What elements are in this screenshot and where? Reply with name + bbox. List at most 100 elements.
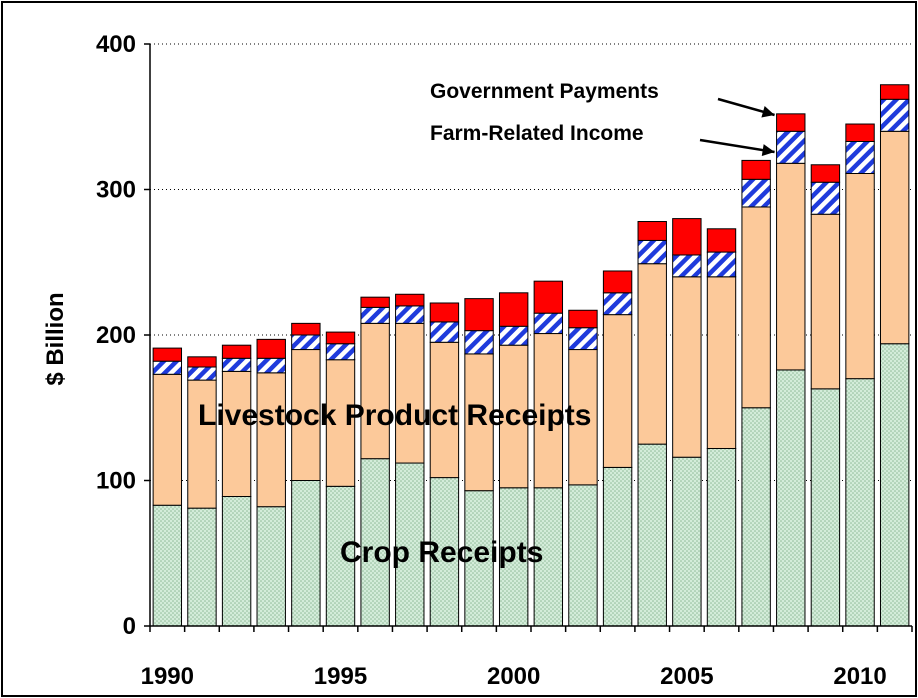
- gridlines: [150, 43, 912, 481]
- bar-segment-livestock-1997: [395, 322, 425, 464]
- bar-segment-government-1995: [325, 331, 356, 345]
- bar-segment-farm-related-2001: [533, 312, 564, 335]
- bar-segment-livestock-1991: [187, 379, 217, 509]
- bar-segment-farm-related-2004: [637, 239, 667, 265]
- bar-segment-crop-2003: [602, 466, 633, 627]
- bar-segment-livestock-2000: [498, 344, 529, 489]
- bar-segment-government-1999: [464, 298, 494, 332]
- bar-segment-government-1990: [152, 347, 183, 362]
- bar-segment-farm-related-2010: [845, 140, 875, 174]
- bar-segment-farm-related-1990: [152, 360, 183, 375]
- bar-segment-crop-1991: [187, 507, 217, 627]
- bar-segment-government-2003: [602, 270, 633, 294]
- bar-segment-farm-related-2003: [602, 292, 633, 316]
- bar-segment-livestock-1998: [429, 341, 460, 479]
- bar-segment-crop-1994: [291, 480, 321, 627]
- bar-segment-government-1998: [429, 302, 460, 323]
- axes: [144, 43, 913, 632]
- y-tick-label: 400: [96, 31, 136, 58]
- annotation-government-payments: Government Payments: [430, 80, 659, 103]
- y-tick-label: 100: [96, 468, 136, 495]
- bar-segment-farm-related-2002: [568, 327, 598, 351]
- bar-segment-farm-related-1995: [325, 343, 356, 361]
- bar-segment-livestock-1993: [256, 372, 286, 508]
- bar-segment-farm-related-1998: [429, 321, 460, 343]
- bar-segment-government-1994: [291, 322, 321, 336]
- bar-segment-crop-2002: [568, 484, 598, 627]
- bar-segment-crop-2005: [672, 456, 702, 627]
- bar-segment-livestock-1992: [221, 370, 252, 498]
- bar-segment-crop-2001: [533, 487, 564, 627]
- bar-segment-government-2007: [741, 159, 771, 180]
- bar-segment-government-1991: [187, 356, 217, 368]
- bar-segment-livestock-1990: [152, 373, 183, 506]
- bar-segment-government-2001: [533, 280, 564, 314]
- bar-segment-livestock-1999: [464, 353, 494, 492]
- bar-segment-government-2002: [568, 309, 598, 329]
- bar-segment-livestock-2001: [533, 333, 564, 489]
- x-tick-label: 2010: [833, 663, 886, 690]
- y-tick-label: 200: [96, 322, 136, 349]
- bar-segment-livestock-2008: [776, 162, 806, 371]
- bar-segment-farm-related-1999: [464, 330, 494, 355]
- x-tick-label: 2005: [660, 663, 713, 690]
- bar-segment-farm-related-2000: [498, 325, 529, 346]
- bar-segment-government-1992: [221, 344, 252, 359]
- bar-segment-livestock-2009: [810, 213, 841, 390]
- bar-segment-livestock-1995: [325, 359, 356, 487]
- bar-segment-farm-related-2006: [706, 251, 737, 278]
- bar-segment-crop-2009: [810, 388, 841, 627]
- y-axis-label: $ Billion: [42, 292, 69, 385]
- bar-segment-government-2008: [776, 113, 806, 132]
- bar-segment-farm-related-1997: [395, 305, 425, 324]
- bar-segment-livestock-2003: [602, 314, 633, 468]
- bar-segment-crop-1999: [464, 490, 494, 627]
- bar-segment-government-2000: [498, 292, 529, 327]
- bar-segment-farm-related-1993: [256, 357, 286, 374]
- bar-segment-government-1997: [395, 293, 425, 307]
- arrow-government-payments: [717, 97, 775, 118]
- bar-segment-crop-1998: [429, 477, 460, 627]
- bar-segment-livestock-2007: [741, 206, 771, 409]
- annotation-farm-related-income: Farm-Related Income: [430, 122, 644, 145]
- arrow-farm-related-income: [699, 138, 775, 157]
- annotation-livestock: Livestock Product Receipts: [198, 399, 591, 432]
- bar-segment-crop-1990: [152, 504, 183, 627]
- bar-segment-crop-2011: [879, 343, 910, 627]
- bars-group: [152, 84, 910, 627]
- bar-segment-livestock-1996: [360, 322, 390, 460]
- bar-segment-farm-related-1994: [291, 334, 321, 351]
- bar-segment-livestock-2004: [637, 263, 667, 445]
- bar-segment-farm-related-1996: [360, 306, 390, 324]
- bar-segment-livestock-2006: [706, 276, 737, 449]
- bar-segment-crop-2007: [741, 407, 771, 627]
- bar-segment-livestock-2010: [845, 172, 875, 380]
- bar-segment-crop-1997: [395, 462, 425, 627]
- bar-segment-crop-1996: [360, 458, 390, 627]
- bar-segment-farm-related-2005: [672, 254, 702, 278]
- bar-segment-government-2006: [706, 228, 737, 253]
- bar-segment-livestock-2011: [879, 130, 910, 345]
- annotation-crop: Crop Receipts: [340, 536, 543, 569]
- bar-segment-livestock-2005: [672, 276, 702, 458]
- bar-segment-crop-2008: [776, 369, 806, 627]
- bar-segment-farm-related-1991: [187, 366, 217, 381]
- bar-segment-government-2004: [637, 221, 667, 241]
- bar-segment-government-2011: [879, 84, 910, 100]
- bar-segment-crop-2010: [845, 378, 875, 627]
- bar-segment-farm-related-2008: [776, 130, 806, 164]
- bar-segment-government-2005: [672, 218, 702, 256]
- bar-segment-crop-1995: [325, 485, 356, 627]
- bar-segment-farm-related-2009: [810, 181, 841, 215]
- x-tick-labels: 1990 1995 2000 2005 2010: [141, 663, 887, 690]
- bar-segment-farm-related-2011: [879, 98, 910, 132]
- annotation-arrows: [699, 97, 775, 157]
- bar-segment-farm-related-2007: [741, 178, 771, 208]
- y-tick-label: 300: [96, 177, 136, 204]
- x-tick-label: 1995: [314, 663, 367, 690]
- y-tick-label: 0: [123, 613, 136, 640]
- bar-segment-government-2010: [845, 123, 875, 142]
- y-tick-labels: 0 100 200 300 400: [96, 31, 136, 640]
- bar-segment-government-2009: [810, 164, 841, 183]
